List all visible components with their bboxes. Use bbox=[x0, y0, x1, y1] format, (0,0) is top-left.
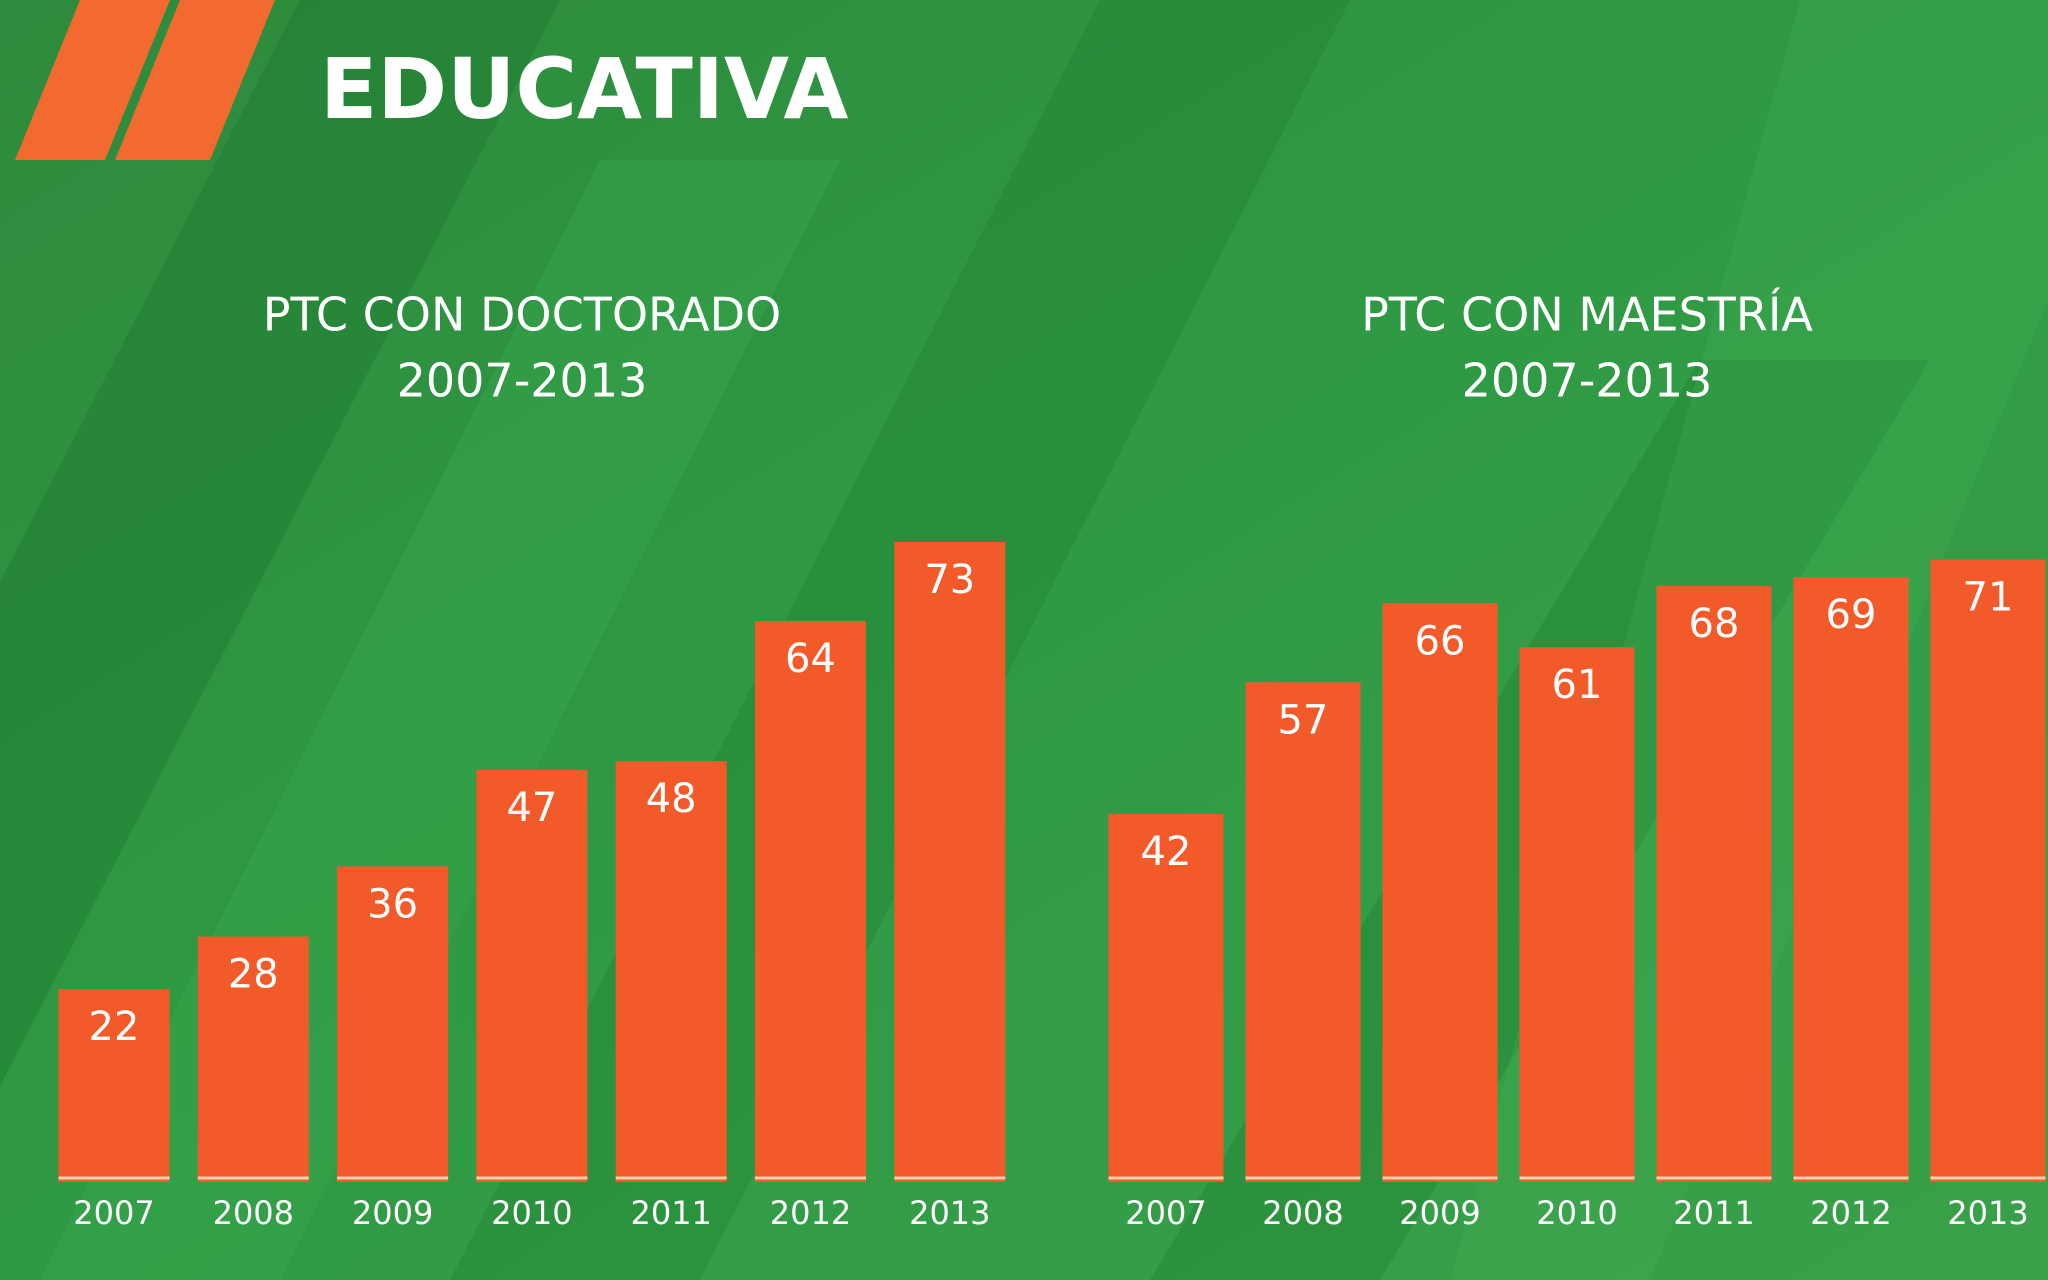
bar bbox=[476, 769, 588, 1182]
x-tick-label: 2009 bbox=[1399, 1194, 1480, 1232]
bar bbox=[1656, 585, 1772, 1182]
value-label: 73 bbox=[924, 557, 975, 603]
x-tick-label: 2012 bbox=[770, 1194, 851, 1232]
value-label: 61 bbox=[1552, 662, 1603, 708]
value-label: 48 bbox=[646, 776, 697, 822]
accent bbox=[15, 0, 170, 160]
bar bbox=[337, 866, 449, 1182]
chart-title: PTC CON MAESTRÍA bbox=[1361, 288, 1813, 342]
x-tick-label: 2011 bbox=[630, 1194, 711, 1232]
x-tick-label: 2009 bbox=[352, 1194, 433, 1232]
x-tick-label: 2008 bbox=[213, 1194, 294, 1232]
chart-subtitle: 2007-2013 bbox=[1462, 354, 1713, 408]
x-tick-label: 2012 bbox=[1810, 1194, 1891, 1232]
bar bbox=[58, 989, 170, 1182]
value-label: 66 bbox=[1415, 618, 1466, 664]
bar bbox=[1793, 577, 1909, 1182]
bar bbox=[1519, 647, 1635, 1182]
chart-title: PTC CON DOCTORADO bbox=[263, 288, 782, 342]
x-tick-label: 2010 bbox=[1536, 1194, 1617, 1232]
value-label: 22 bbox=[89, 1004, 140, 1050]
bar bbox=[1245, 682, 1361, 1182]
bar bbox=[1108, 813, 1224, 1182]
bar bbox=[1382, 603, 1498, 1182]
x-tick-label: 2010 bbox=[491, 1194, 572, 1232]
charts: PTC CON DOCTORADO 2007-2013 22 2007 28 2008 36… bbox=[58, 288, 2046, 1232]
x-tick-label: 2007 bbox=[1125, 1194, 1206, 1232]
x-tick-label: 2013 bbox=[909, 1194, 990, 1232]
bar bbox=[1930, 559, 2046, 1182]
accent bbox=[115, 0, 275, 160]
value-label: 36 bbox=[367, 881, 418, 927]
x-tick-label: 2008 bbox=[1262, 1194, 1343, 1232]
value-label: 68 bbox=[1689, 601, 1740, 647]
chart-subtitle: 2007-2013 bbox=[397, 354, 648, 408]
x-tick-label: 2013 bbox=[1947, 1194, 2028, 1232]
value-label: 47 bbox=[506, 785, 557, 831]
bar bbox=[197, 936, 309, 1182]
bar bbox=[615, 761, 727, 1182]
value-label: 69 bbox=[1826, 592, 1877, 638]
stripe bbox=[0, 0, 560, 1087]
page-title: EDUCATIVA bbox=[320, 40, 848, 138]
x-tick-label: 2007 bbox=[73, 1194, 154, 1232]
value-label: 57 bbox=[1278, 697, 1329, 743]
bar bbox=[894, 542, 1006, 1182]
value-label: 28 bbox=[228, 952, 279, 998]
bar bbox=[755, 620, 866, 1182]
x-tick-label: 2011 bbox=[1673, 1194, 1754, 1232]
value-label: 64 bbox=[785, 636, 836, 682]
value-label: 42 bbox=[1141, 829, 1192, 875]
value-label: 71 bbox=[1963, 575, 2014, 621]
